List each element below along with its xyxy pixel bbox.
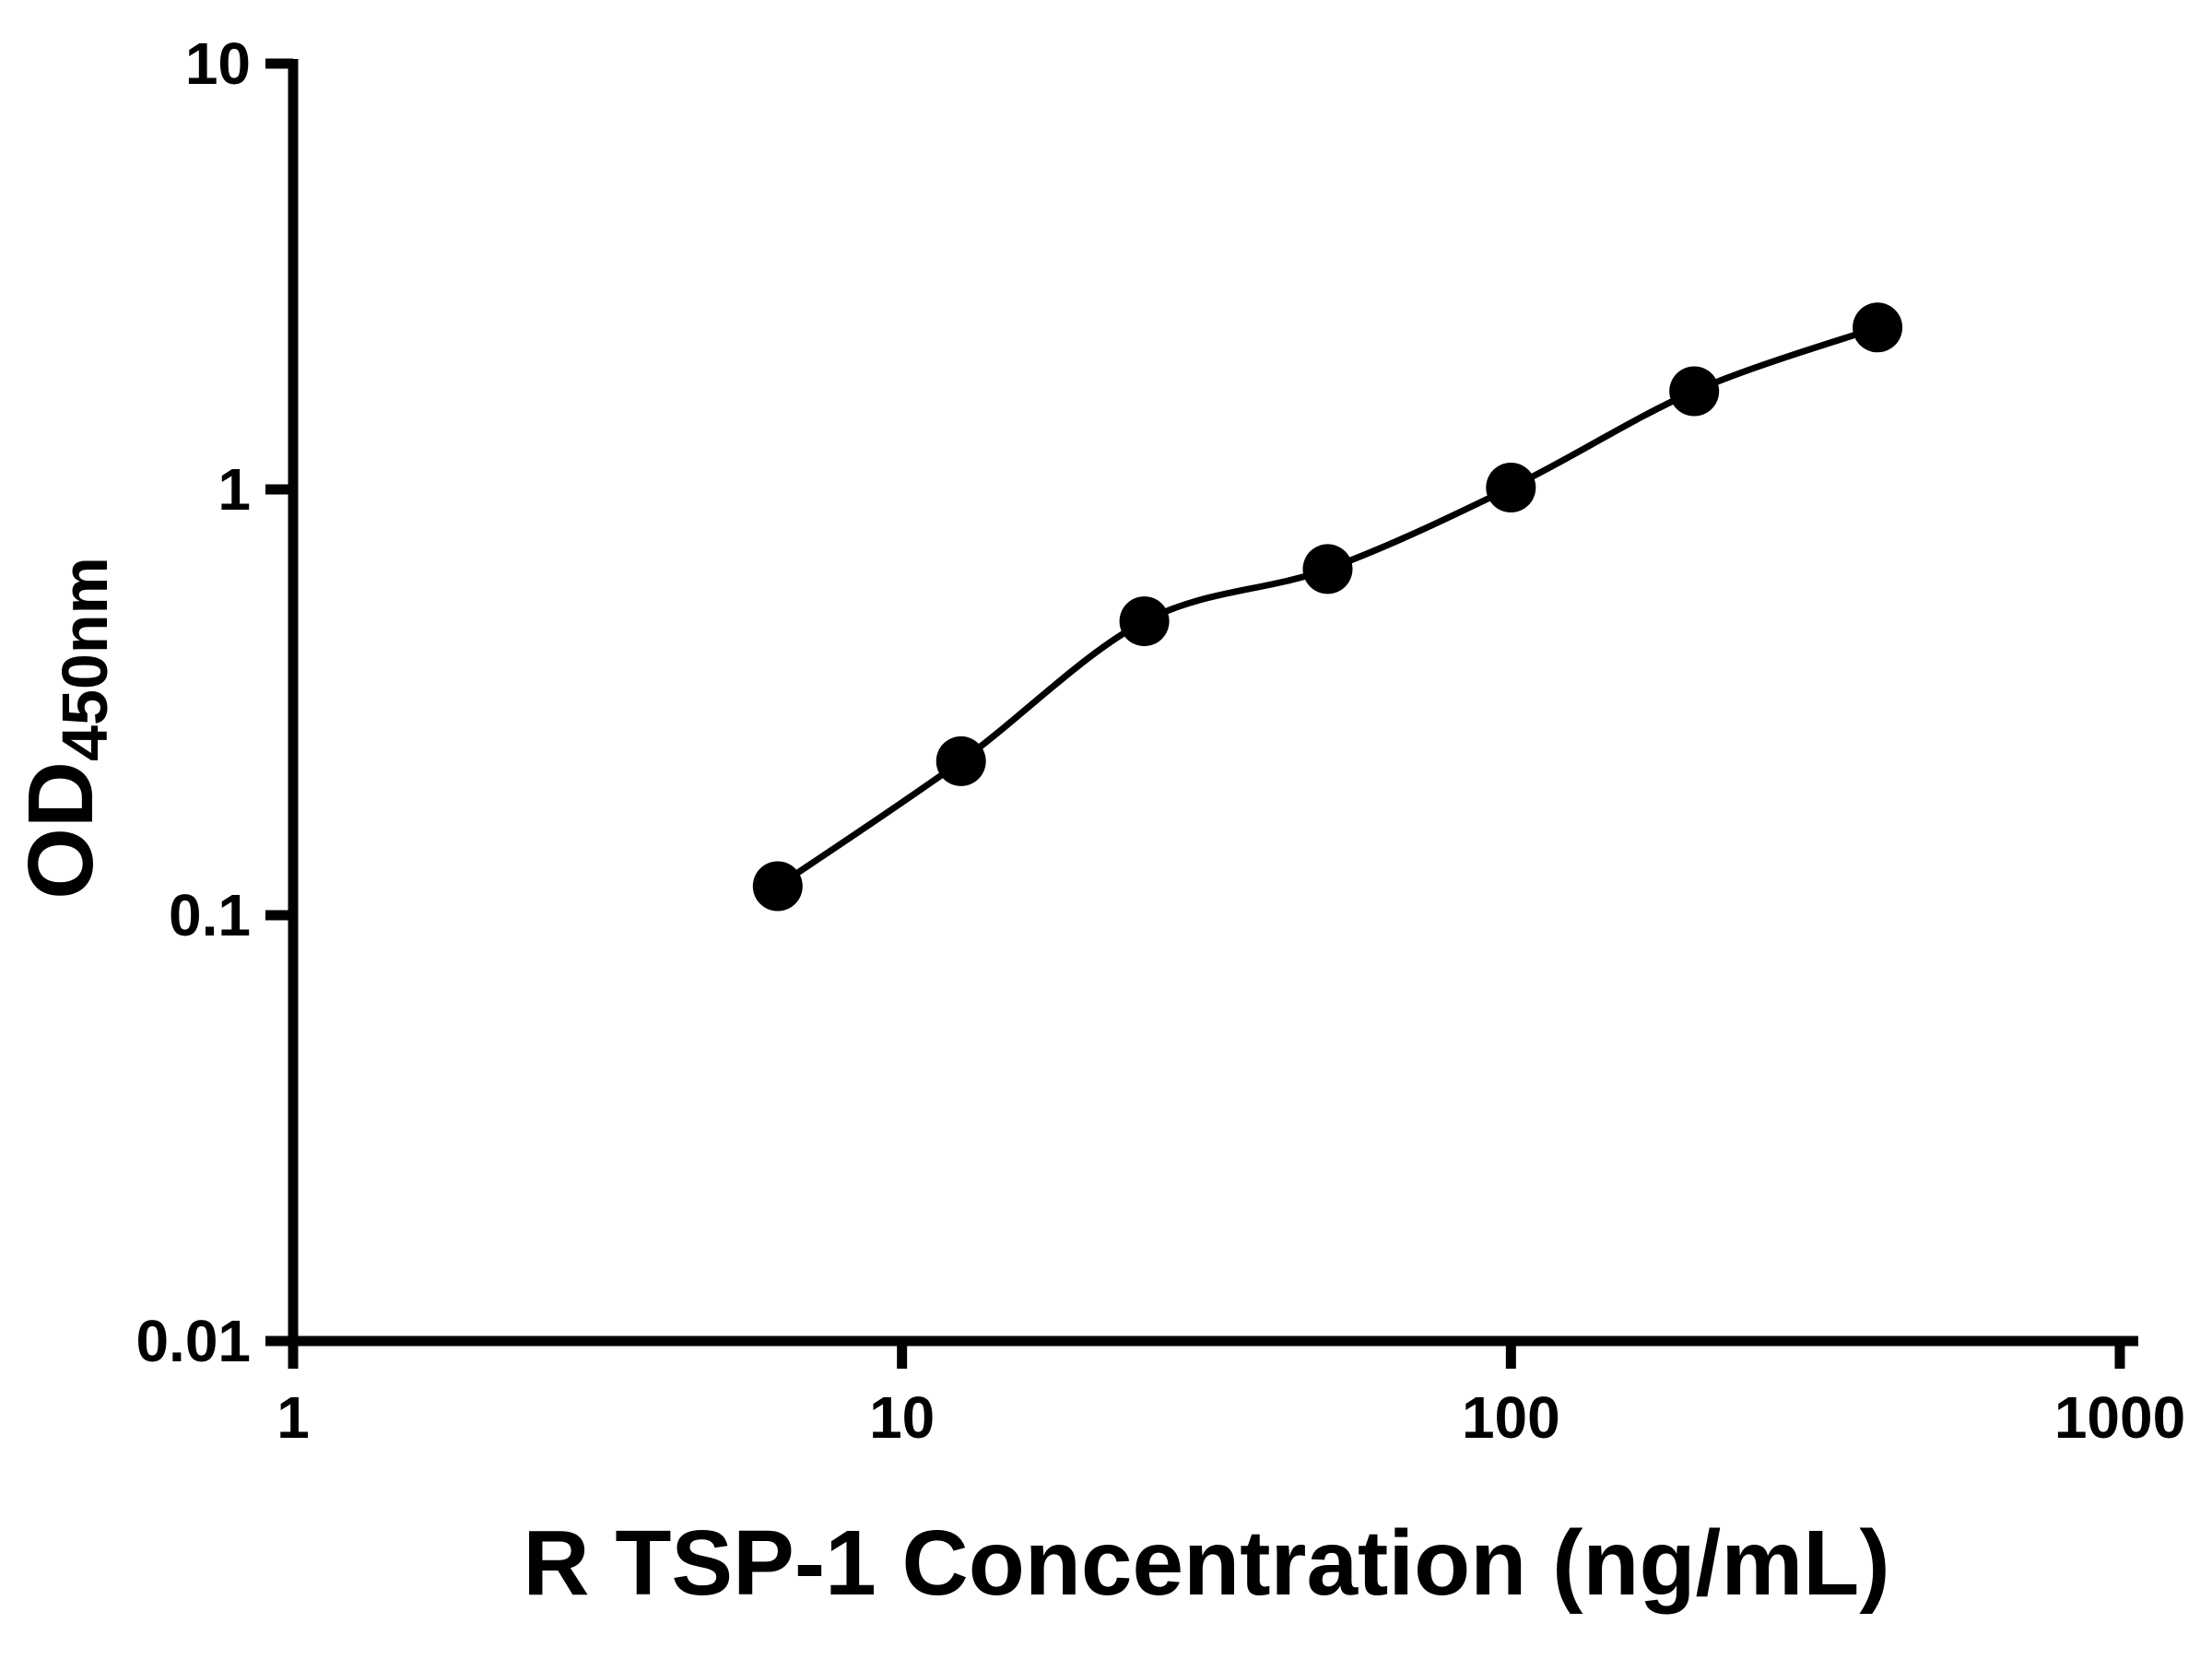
y-tick-label: 1 bbox=[218, 456, 251, 523]
x-tick-label: 10 bbox=[869, 1384, 935, 1451]
axes bbox=[288, 59, 2138, 1347]
axis-frame bbox=[288, 59, 2138, 1347]
x-tick-label: 1 bbox=[276, 1384, 310, 1451]
data-point bbox=[1486, 463, 1536, 512]
x-tick-label: 100 bbox=[1462, 1384, 1560, 1451]
x-tick-label: 1000 bbox=[2054, 1384, 2185, 1451]
data-point bbox=[935, 735, 986, 786]
y-axis-title: OD450nm bbox=[9, 557, 121, 900]
data-point bbox=[1119, 596, 1170, 647]
y-axis-title-main: OD bbox=[9, 761, 112, 900]
y-tick-label: 10 bbox=[185, 30, 251, 97]
data-point bbox=[1302, 544, 1353, 594]
y-tick-label: 0.01 bbox=[135, 1308, 251, 1374]
plot-area bbox=[752, 302, 1903, 912]
fit-curve bbox=[774, 324, 1881, 889]
x-axis-title: R TSP-1 Concentration (ng/mL) bbox=[523, 1512, 1889, 1615]
data-point bbox=[752, 861, 803, 912]
y-tick-label: 0.1 bbox=[169, 882, 251, 948]
data-point bbox=[1669, 366, 1720, 417]
y-axis-title-sub: 450nm bbox=[49, 557, 121, 761]
axis-ticks: 1 10 100 1000 0.01 0.1 1 10 bbox=[135, 30, 2185, 1451]
data-point bbox=[1853, 302, 1903, 353]
